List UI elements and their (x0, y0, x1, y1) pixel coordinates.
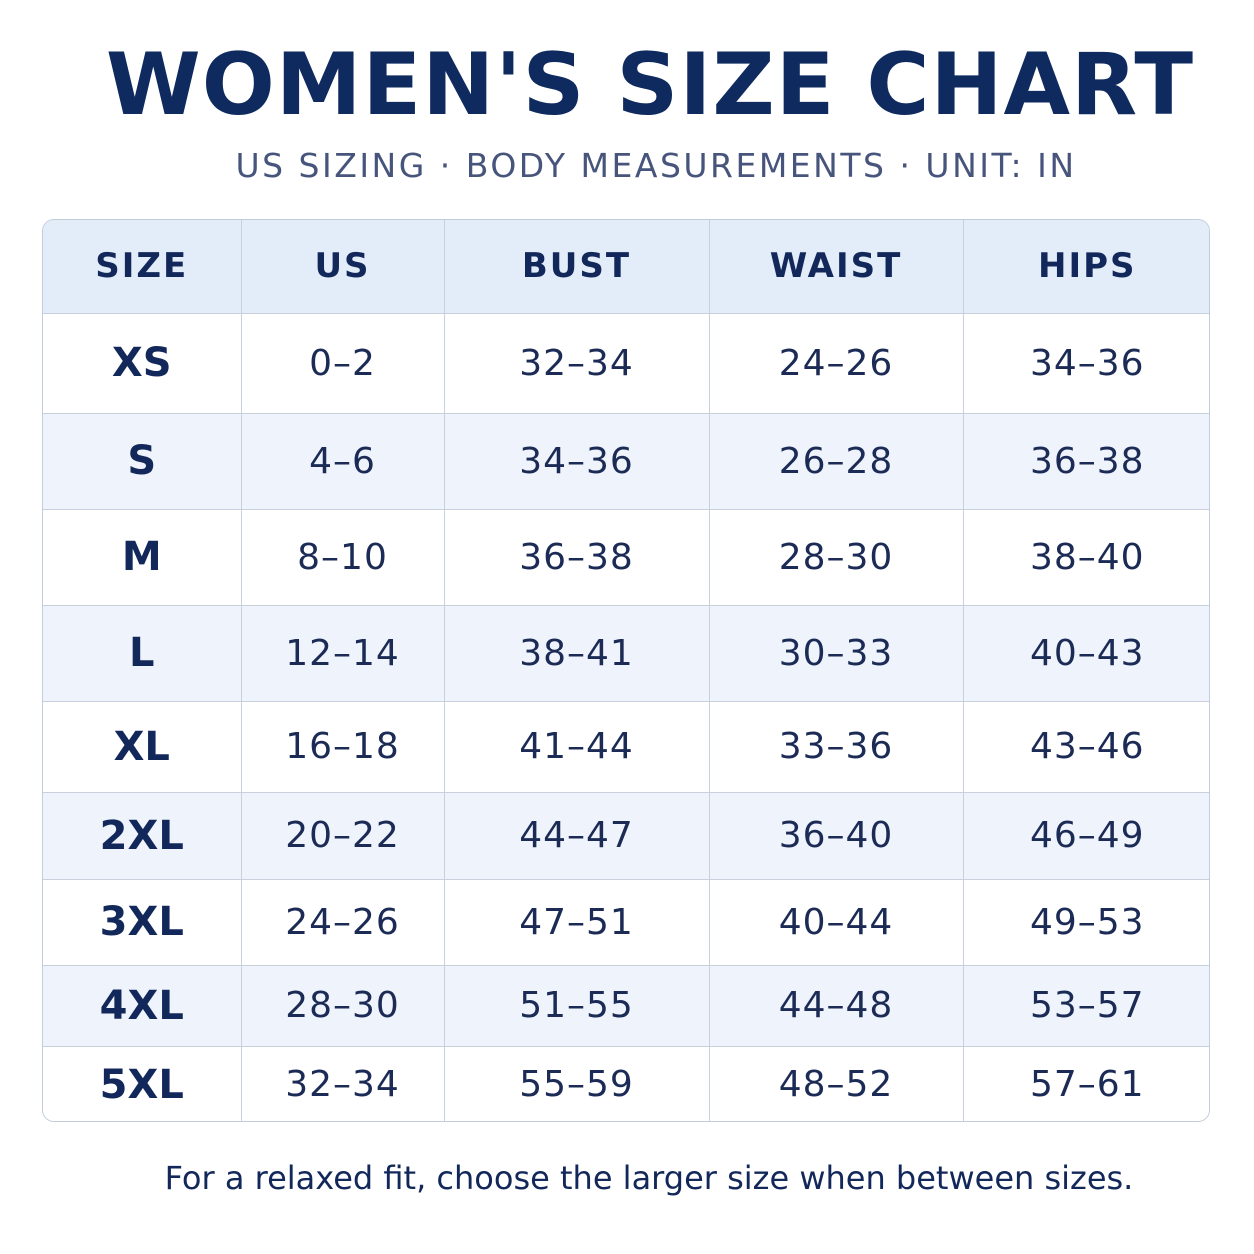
table-row: L 12–14 38–41 30–33 40–43 (43, 605, 1209, 702)
waist-cell: 36–40 (709, 792, 964, 880)
size-cell: 3XL (43, 879, 242, 966)
us-cell: 8–10 (241, 509, 445, 606)
table-row: M 8–10 36–38 28–30 38–40 (43, 509, 1209, 606)
waist-cell: 24–26 (709, 313, 964, 414)
waist-cell: 33–36 (709, 701, 964, 793)
column-header-waist: WAIST (709, 220, 964, 314)
table-header: SIZE US BUST WAIST HIPS (43, 220, 1209, 314)
page-subtitle: US SIZING · BODY MEASUREMENTS · UNIT: IN (235, 146, 1077, 185)
hips-cell: 46–49 (963, 792, 1209, 880)
bust-cell: 32–34 (444, 313, 710, 414)
hips-cell: 40–43 (963, 605, 1209, 702)
bust-cell: 44–47 (444, 792, 710, 880)
bust-cell: 38–41 (444, 605, 710, 702)
us-cell: 24–26 (241, 879, 445, 966)
table-row: XL 16–18 41–44 33–36 43–46 (43, 701, 1209, 793)
us-cell: 0–2 (241, 313, 445, 414)
size-cell: S (43, 413, 242, 510)
hips-cell: 57–61 (1029, 1064, 1145, 1106)
column-header-hips: HIPS (963, 220, 1209, 314)
table-row: XS 0–2 32–34 24–26 34–36 (43, 313, 1209, 414)
column-header-bust: BUST (444, 220, 710, 314)
fit-footnote: For a relaxed fit, choose the larger siz… (164, 1159, 1134, 1197)
bust-cell: 41–44 (444, 701, 710, 793)
us-cell: 32–34 (241, 1046, 445, 1121)
table-header-row: SIZE US BUST WAIST HIPS (43, 220, 1209, 314)
size-cell: L (43, 605, 242, 702)
hips-cell: 49–53 (963, 879, 1209, 966)
bust-cell: 34–36 (444, 413, 710, 510)
bust-cell: 47–51 (444, 879, 710, 966)
size-chart-table-container: SIZE US BUST WAIST HIPS XS 0–2 32–34 24–… (42, 219, 1210, 1122)
waist-cell: 30–33 (709, 605, 964, 702)
size-cell: 4XL (43, 965, 242, 1047)
bust-cell: 36–38 (444, 509, 710, 606)
waist-cell: 40–44 (709, 879, 964, 966)
size-chart-table: SIZE US BUST WAIST HIPS XS 0–2 32–34 24–… (43, 220, 1209, 1121)
hips-cell: 38–40 (963, 509, 1209, 606)
us-cell: 20–22 (241, 792, 445, 880)
waist-cell: 44–48 (709, 965, 964, 1047)
hips-cell: 53–57 (963, 965, 1209, 1047)
page-title: WOMEN'S SIZE CHART (105, 35, 1195, 135)
hips-cell: 34–36 (963, 313, 1209, 414)
bust-cell: 55–59 (444, 1046, 710, 1121)
hips-cell: 36–38 (963, 413, 1209, 510)
us-cell: 4–6 (241, 413, 445, 510)
size-cell: M (43, 509, 242, 606)
table-row: 4XL 28–30 51–55 44–48 53–57 (43, 965, 1209, 1047)
table-row: S 4–6 34–36 26–28 36–38 (43, 413, 1209, 510)
us-cell: 28–30 (241, 965, 445, 1047)
us-cell: 12–14 (241, 605, 445, 702)
column-header-size: SIZE (43, 220, 242, 314)
table-row: 5XL 32–34 55–59 48–52 57–61 (43, 1046, 1209, 1121)
size-cell: XL (43, 701, 242, 793)
waist-cell: 48–52 (709, 1046, 964, 1121)
size-cell: 2XL (43, 792, 242, 880)
table-body: XS 0–2 32–34 24–26 34–36 S 4–6 34–36 26–… (43, 313, 1209, 1121)
column-header-us: US (241, 220, 445, 314)
bust-cell: 51–55 (444, 965, 710, 1047)
waist-cell: 28–30 (709, 509, 964, 606)
waist-cell: 26–28 (709, 413, 964, 510)
hips-cell: 43–46 (963, 701, 1209, 793)
table-row: 3XL 24–26 47–51 40–44 49–53 (43, 879, 1209, 966)
us-cell: 16–18 (241, 701, 445, 793)
size-cell: 5XL (43, 1046, 242, 1121)
table-row: 2XL 20–22 44–47 36–40 46–49 (43, 792, 1209, 880)
size-cell: XS (43, 313, 242, 414)
